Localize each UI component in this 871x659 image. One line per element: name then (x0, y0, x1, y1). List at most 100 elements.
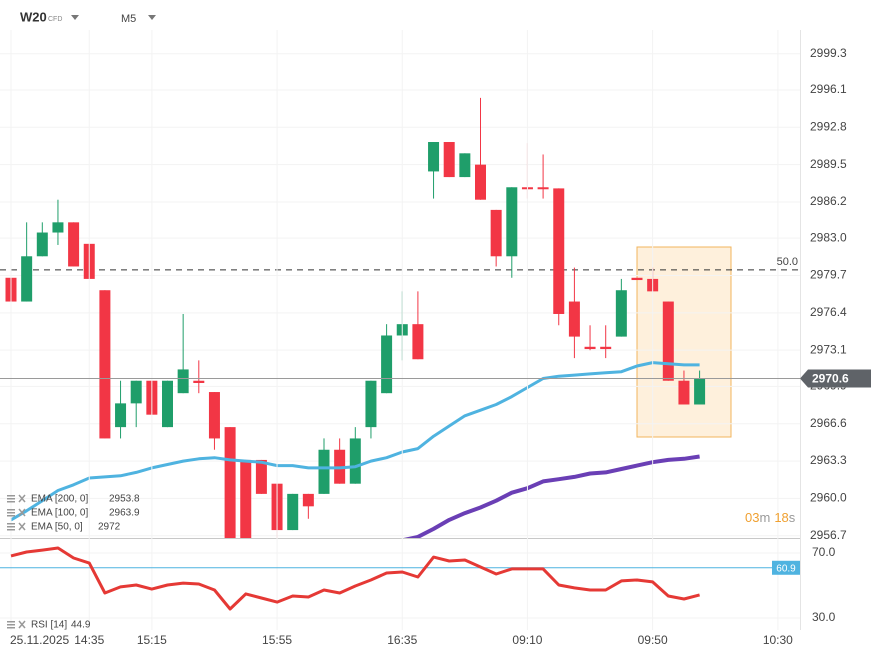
candle-body (68, 222, 80, 267)
x-tick-label: 15:15 (137, 633, 167, 647)
candle-body (428, 142, 440, 172)
rsi-tick-label: 70.0 (812, 545, 836, 559)
x-tick-label: 10:30 (763, 633, 793, 647)
candle-body (130, 380, 142, 404)
timer-part: 18 (774, 510, 788, 525)
rsi-level-label: 60.9 (776, 563, 796, 574)
candle-body (678, 380, 690, 405)
y-tick-label: 2973.1 (810, 342, 847, 356)
candle-body (99, 290, 111, 439)
candle-body (615, 290, 627, 337)
candle-body (584, 346, 596, 350)
last-price-tag (800, 369, 871, 388)
x-tick-label: 14:35 (74, 633, 104, 647)
legend-close (18, 508, 26, 517)
candle-body (193, 380, 205, 383)
legend-name: EMA [200, 0] (31, 494, 88, 505)
y-tick-label: 2992.8 (810, 119, 847, 133)
candle-body (537, 187, 549, 190)
legend-name: EMA [50, 0] (31, 522, 83, 533)
timeframe[interactable]: M5 (121, 13, 136, 25)
timer-part: 03 (745, 510, 759, 525)
candle-body (631, 277, 643, 281)
y-tick-label: 2956.7 (810, 528, 847, 542)
legend-icon (7, 509, 15, 511)
candle-body (115, 403, 127, 428)
x-tick-label: 16:35 (387, 633, 417, 647)
symbol-dropdown[interactable] (71, 15, 79, 20)
rsi-level-tag (772, 560, 800, 575)
rsi-tick-label: 30.0 (812, 610, 836, 624)
candle-body (600, 346, 612, 350)
y-tick-label: 2979.7 (810, 268, 847, 282)
rsi-name: RSI [14] (31, 620, 67, 631)
candle-body (506, 187, 518, 257)
y-tick-label: 2976.4 (810, 305, 847, 319)
legend-value: 2953.8 (109, 494, 140, 505)
candle-body (302, 493, 314, 507)
candle-body (412, 324, 424, 360)
y-tick-label: 2989.5 (810, 157, 847, 171)
legend-icon (7, 523, 15, 525)
candle-body (177, 369, 189, 394)
candle-body (36, 232, 48, 257)
candle-body (318, 449, 330, 494)
candle-body (443, 142, 455, 178)
legend-icon (7, 526, 15, 528)
symbol[interactable]: W20 (20, 9, 47, 24)
candle-body (553, 188, 565, 314)
legend-close (18, 620, 26, 629)
y-tick-label: 2960.0 (810, 491, 847, 505)
candle-body (365, 380, 377, 428)
y-tick-label: 2986.2 (810, 194, 847, 208)
legend-value: 2972 (98, 522, 121, 533)
legend-icon (7, 621, 15, 623)
x-tick-label: 15:55 (262, 633, 292, 647)
x-tick-label: 09:50 (638, 633, 668, 647)
y-tick-label: 2983.0 (810, 230, 847, 244)
symbol-badge: CFD (48, 16, 62, 23)
candle-body (287, 493, 299, 531)
timeframe-dropdown[interactable] (148, 15, 156, 20)
candle-body (162, 380, 173, 428)
candle-body (475, 164, 486, 200)
ema-line (403, 454, 700, 538)
candle-body (224, 427, 236, 538)
legend-icon (7, 495, 15, 497)
rsi-line (10, 546, 700, 611)
legend-name: EMA [100, 0] (31, 508, 88, 519)
candle-body (21, 256, 33, 302)
legend-icon (7, 501, 15, 503)
legend-icon (7, 529, 15, 531)
rsi-value: 44.9 (71, 620, 91, 631)
legend-value: 2963.9 (109, 508, 140, 519)
x-tick-label: 25.11.2025 (10, 633, 69, 647)
last-price-label: 2970.6 (812, 372, 849, 386)
legend-icon (7, 498, 15, 500)
legend-close (18, 494, 26, 503)
candle-body (349, 438, 361, 484)
legend-icon (7, 627, 15, 629)
y-tick-label: 2996.1 (810, 82, 847, 96)
x-tick-label: 09:10 (512, 633, 542, 647)
level-label: 50.0 (777, 256, 798, 268)
candle-body (208, 392, 220, 439)
candle-body (52, 222, 64, 233)
candle-body (662, 301, 674, 381)
ema-line (10, 361, 700, 522)
timer-part: m (759, 510, 770, 525)
candle-body (240, 459, 252, 538)
candle-body (694, 378, 706, 405)
legend-icon (7, 515, 15, 517)
legend-icon (7, 512, 15, 514)
candle-body (381, 335, 393, 394)
candle-body (459, 153, 471, 178)
y-tick-label: 2966.6 (810, 416, 847, 430)
candle-body (490, 209, 502, 257)
y-tick-label: 2999.3 (810, 46, 847, 60)
timer-part: s (789, 510, 796, 525)
candle-body (568, 301, 580, 337)
candle-body (255, 459, 267, 494)
